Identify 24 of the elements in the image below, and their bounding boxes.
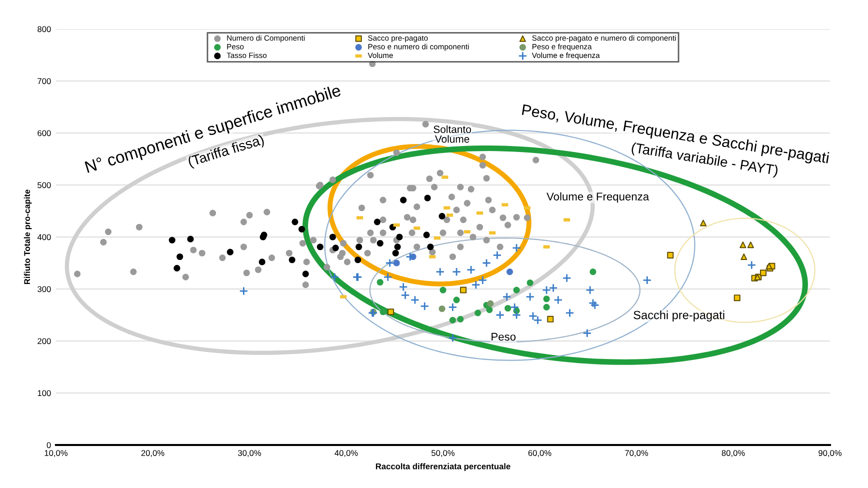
y-tick-label: 800 [38,26,51,32]
y-tick-label: 100 [38,390,51,396]
x-tick-label: 50,0% [432,450,455,457]
annotation: Soltanto Volume [434,125,471,143]
x-tick-label: 10,0% [44,450,68,457]
x-tick-label: 40,0% [334,450,358,457]
annotation: Sacchi pre-pagati [634,310,724,322]
y-tick-label: 600 [38,130,51,136]
y-tick-label: 700 [38,78,51,84]
x-tick-label: 70,0% [625,450,648,457]
x-tick-label: 30,0% [238,450,262,457]
annotation: Peso [492,332,516,341]
x-tick-label: 60,0% [528,450,552,457]
y-tick-label: 500 [38,182,51,188]
annotation: Volume e Frequenza [546,192,650,203]
y-tick-label: 200 [38,338,51,344]
x-tick-label: 20,0% [141,450,164,457]
x-tick-label: 90,0% [818,450,842,457]
x-axis-title: Raccolta differenziata percentuale [376,463,510,471]
y-tick-label: 0 [46,442,51,448]
y-tick-label: 400 [37,234,51,240]
x-tick-label: 80,0% [722,450,745,457]
y-axis-title: Rifiuto Totale pro-capite [24,190,32,284]
y-tick-label: 300 [38,286,51,292]
